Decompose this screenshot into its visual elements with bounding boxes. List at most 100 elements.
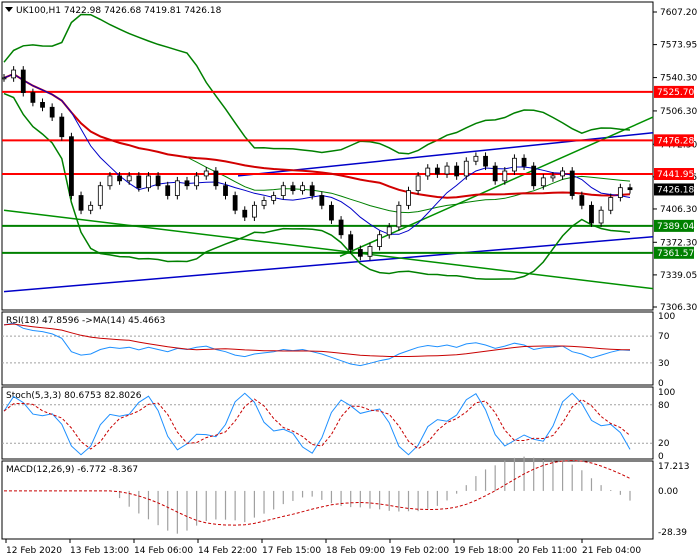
candle-body: [1, 77, 7, 80]
indicator-tick-label: -28.39: [658, 528, 687, 538]
candle-body: [300, 185, 305, 192]
candle-body: [492, 165, 498, 182]
chart-title: UK100,H1 7422.98 7426.68 7419.81 7426.18: [16, 6, 222, 16]
candle-body: [223, 185, 228, 196]
candle-body: [126, 175, 132, 182]
time-tick-label: 12 Feb 2020: [6, 546, 62, 556]
support-price-label: 7361.57: [657, 249, 694, 259]
macd-panel[interactable]: [1, 460, 654, 540]
candle-body: [107, 175, 113, 187]
time-tick-label: 19 Feb 18:00: [454, 546, 513, 556]
indicator-tick-label: 17.213: [658, 462, 690, 472]
indicator-tick-label: 30: [658, 359, 670, 369]
moving-average-fast: [3, 73, 631, 235]
candle-body: [338, 219, 344, 236]
resistance-price-label: 7525.70: [657, 88, 694, 98]
candle-body: [531, 165, 537, 187]
candle-body: [386, 226, 392, 236]
price-tick-label: 7306.30: [660, 303, 697, 313]
candle-body: [569, 170, 575, 196]
candle-body: [473, 155, 479, 162]
candle-body: [40, 101, 45, 108]
candle-body: [608, 197, 614, 211]
candle-body: [589, 204, 594, 224]
candle-body: [521, 157, 527, 167]
candle-body: [165, 185, 171, 196]
indicator-tick-label: 0.00: [658, 487, 678, 497]
macd-signal-line: [4, 459, 631, 526]
stoch-indicator: [2, 392, 653, 456]
triangle-down-icon: [5, 7, 13, 12]
candle-body: [155, 175, 161, 187]
candle-body: [174, 180, 180, 196]
indicator-tick-label: 0: [658, 452, 664, 462]
price-tick-label: 7573.95: [660, 41, 697, 51]
candle-body: [203, 170, 209, 177]
candle-body: [550, 175, 556, 179]
macd-label: MACD(12,26,9) -6.772 -8.367: [6, 465, 138, 475]
candle-body: [280, 185, 286, 196]
time-tick-label: 13 Feb 13:00: [70, 546, 129, 556]
price-tick-label: 7406.30: [660, 205, 697, 215]
current-price-label: 7426.18: [657, 185, 694, 195]
rsi-ma-line: [3, 323, 631, 357]
time-tick-label: 19 Feb 02:00: [390, 546, 449, 556]
candle-body: [11, 69, 17, 79]
price-tick-label: 7607.20: [660, 8, 697, 18]
candle-body: [232, 195, 238, 211]
candle-body: [136, 175, 142, 189]
indicator-tick-label: 70: [658, 332, 670, 342]
price-panel[interactable]: [1, 1, 654, 311]
candle-body: [20, 69, 26, 93]
candle-body: [598, 209, 604, 224]
level-labels: 7525.70 7476.28 7441.95 7426.18 7389.04 7361.…: [654, 85, 694, 259]
rsi-indicator: [2, 322, 653, 367]
candle-body: [97, 185, 103, 206]
time-tick-label: 14 Feb 06:00: [134, 546, 193, 556]
resistance-price-label: 7476.28: [657, 136, 694, 146]
support-price-label: 7389.04: [657, 222, 694, 232]
candle-body: [59, 116, 65, 138]
indicator-tick-label: 100: [658, 312, 675, 322]
candle-body: [434, 167, 440, 175]
candle-body: [78, 195, 84, 211]
resistance-price-tag: [654, 85, 694, 98]
candle-body: [213, 170, 219, 187]
moving-average-slow: [3, 72, 631, 199]
price-tick-label: 7506.30: [660, 107, 697, 117]
candle-body: [146, 175, 151, 189]
candle-body: [463, 160, 469, 177]
support-price-tag: [654, 219, 694, 232]
time-axis: 12 Feb 2020 13 Feb 13:00 14 Feb 06:00 14 Fe…: [5, 539, 641, 556]
stoch-main-line: [3, 392, 631, 456]
rsi-line: [3, 322, 631, 367]
rsi-label: RSI(18) 47.8596 ->MA(14) 45.4663: [6, 316, 165, 326]
candle-body: [290, 185, 296, 192]
price-tick-label: 7540.30: [660, 74, 697, 84]
price-candles: [1, 66, 633, 261]
resistance-price-label: 7441.95: [657, 170, 694, 180]
rsi-axis: 100 70 30 0: [658, 312, 675, 389]
candle-body: [627, 187, 633, 191]
time-tick-label: 17 Feb 15:00: [262, 546, 321, 556]
candle-body: [406, 190, 411, 206]
candle-body: [357, 249, 363, 257]
price-axis: 7607.207573.957540.307506.307472.307439.…: [653, 8, 697, 313]
candle-body: [271, 195, 277, 201]
macd-indicator: [4, 456, 631, 534]
candle-body: [540, 177, 546, 187]
indicator-tick-label: 20: [658, 439, 670, 449]
candle-body: [579, 195, 585, 206]
candle-body: [377, 234, 383, 247]
candle-body: [88, 204, 94, 211]
candle-body: [444, 165, 450, 175]
indicator-tick-label: 100: [658, 388, 675, 398]
rsi-panel[interactable]: [1, 311, 654, 386]
candle-body: [117, 175, 122, 182]
stoch-axis: 100 80 20 0: [658, 388, 675, 462]
time-tick-label: 18 Feb 09:00: [326, 546, 385, 556]
bollinger-lower: [3, 92, 631, 280]
bollinger-upper: [3, 13, 631, 155]
indicator-tick-label: 0: [658, 379, 664, 389]
